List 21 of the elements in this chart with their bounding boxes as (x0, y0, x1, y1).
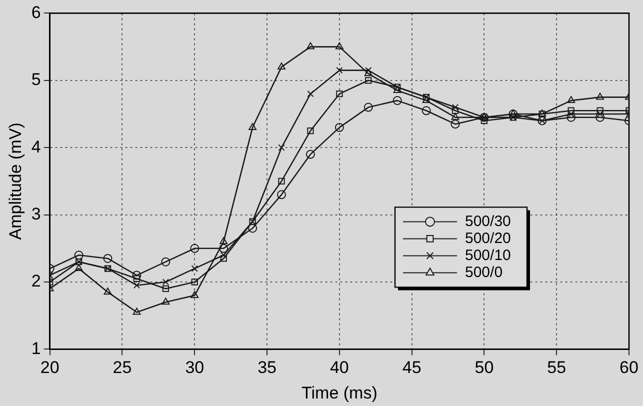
x-tick-label: 55 (547, 358, 566, 378)
x-tick-label: 60 (620, 358, 638, 378)
x-tick-label: 40 (330, 358, 349, 378)
x-tick-label: 30 (185, 358, 204, 378)
x-tick-label: 20 (40, 358, 60, 378)
y-tick-label: 1 (31, 338, 41, 358)
y-axis-title: Amplitude (mV) (6, 122, 25, 240)
x-axis-title: Time (ms) (302, 383, 378, 402)
legend-label: 500/30 (465, 212, 511, 230)
x-tick-label: 50 (474, 358, 494, 378)
legend-label: 500/20 (465, 230, 511, 247)
y-tick-label: 6 (31, 2, 41, 22)
legend-label: 500/0 (465, 264, 503, 281)
y-tick-label: 2 (31, 272, 41, 291)
y-tick-label: 5 (31, 70, 41, 90)
x-tick-label: 35 (258, 358, 276, 378)
legend-label: 500/10 (465, 246, 511, 264)
x-tick-label: 25 (112, 358, 132, 378)
x-tick-label: 45 (402, 358, 422, 378)
y-tick-label: 3 (31, 204, 41, 224)
y-tick-label: 4 (31, 137, 41, 156)
